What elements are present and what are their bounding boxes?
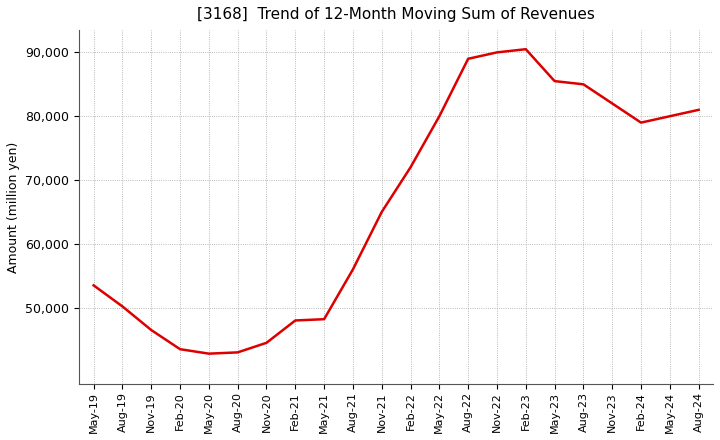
Y-axis label: Amount (million yen): Amount (million yen)	[7, 142, 20, 273]
Title: [3168]  Trend of 12-Month Moving Sum of Revenues: [3168] Trend of 12-Month Moving Sum of R…	[197, 7, 595, 22]
